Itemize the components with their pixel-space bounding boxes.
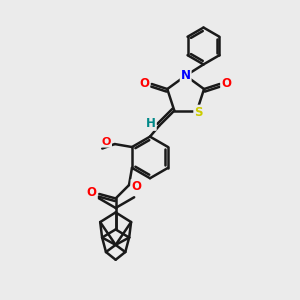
Text: O: O <box>87 186 97 199</box>
Text: S: S <box>194 106 203 118</box>
Text: O: O <box>221 77 231 91</box>
Text: O: O <box>102 137 111 147</box>
Text: H: H <box>146 117 156 130</box>
Text: N: N <box>181 69 191 82</box>
Text: O: O <box>131 180 141 193</box>
Text: O: O <box>139 77 149 91</box>
